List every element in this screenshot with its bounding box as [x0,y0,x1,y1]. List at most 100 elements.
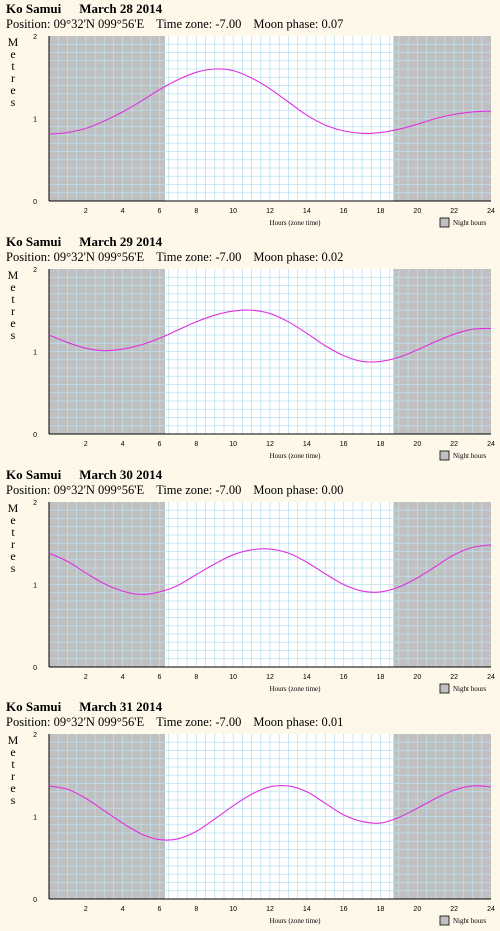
tide-data-point [288,101,289,102]
tide-data-point [417,577,418,578]
tide-data-point [140,594,141,595]
x-tick-label: 16 [340,674,348,681]
tide-data-point [343,814,344,815]
tide-data-point [67,561,68,562]
tide-data-point [177,329,178,330]
y-tick-label: 1 [33,117,37,124]
tide-data-point [435,341,436,342]
x-tick-label: 12 [266,674,274,681]
legend-swatch [439,450,450,461]
x-tick-label: 16 [340,208,348,215]
tide-data-point [454,554,455,555]
tide-data-point [251,794,252,795]
legend-label: Night hours [453,219,487,227]
tide-data-point [454,334,455,335]
tide-data-point [85,348,86,349]
tide-data-point [417,124,418,125]
tide-data-point [472,111,473,112]
x-tick-label: 14 [303,906,311,913]
panel-title: Ko Samui March 30 2014 [6,467,162,483]
tide-data-point [472,785,473,786]
tide-data-point [325,345,326,346]
tide-data-point [454,790,455,791]
x-tick-label: 4 [121,208,125,215]
x-tick-label: 2 [84,906,88,913]
tide-data-point [306,333,307,334]
tide-data-point [343,130,344,131]
x-tick-label: 6 [158,674,162,681]
tide-data-point [288,785,289,786]
tide-data-point [472,329,473,330]
tide-data-point [177,838,178,839]
date-label: March 31 2014 [79,699,163,714]
moon-phase-label: Moon phase: 0.01 [253,715,344,729]
y-tick-label: 2 [33,500,37,507]
x-tick-label: 14 [303,441,311,448]
tide-data-point [306,791,307,792]
tide-data-point [417,808,418,809]
y-tick-label: 0 [33,897,37,904]
tide-data-point [159,839,160,840]
tide-data-point [398,817,399,818]
x-tick-label: 14 [303,674,311,681]
tide-data-point [306,562,307,563]
tide-data-point [435,798,436,799]
x-tick-label: 8 [194,208,198,215]
x-tick-label: 6 [158,208,162,215]
x-tick-label: 18 [377,906,385,913]
location-name: Ko Samui [6,234,62,249]
tide-data-point [288,321,289,322]
grid-lines [49,269,491,434]
location-name: Ko Samui [6,1,62,16]
tide-data-point [48,334,49,335]
tide-data-point [85,128,86,129]
date-label: March 28 2014 [79,1,163,16]
tide-data-point [122,823,123,824]
tide-data-point [214,315,215,316]
x-tick-label: 14 [303,208,311,215]
tide-data-point [196,574,197,575]
y-tick-label: 2 [33,34,37,41]
tide-data-point [85,572,86,573]
station-info: Position: 09°32'N 099°56'E Time zone: -7.… [6,17,355,32]
x-tick-label: 24 [487,906,495,913]
x-tick-label: 8 [194,441,198,448]
tide-data-point [380,132,381,133]
tide-height-curve [48,309,492,363]
tide-data-point [325,803,326,804]
tide-data-point [196,72,197,73]
tide-data-point [251,549,252,550]
x-tick-label: 24 [487,208,495,215]
x-tick-label: 2 [84,674,88,681]
x-tick-label: 16 [340,906,348,913]
tide-height-curve [48,784,492,841]
y-tick-label: 0 [33,665,37,672]
tide-data-point [269,548,270,549]
x-tick-label: 2 [84,441,88,448]
tide-panel: Ko Samui March 31 2014 Position: 09°32'N 0… [0,698,500,930]
tide-data-point [490,786,491,787]
location-name: Ko Samui [6,699,62,714]
x-tick-label: 10 [229,208,237,215]
grid-lines [49,502,491,667]
tide-data-point [159,591,160,592]
legend-swatch [439,915,450,926]
legend-label: Night hours [453,685,487,693]
tide-data-point [233,310,234,311]
x-axis-label: Hours (zone time) [270,685,322,693]
x-tick-label: 20 [413,674,421,681]
x-tick-label: 4 [121,906,125,913]
x-tick-label: 8 [194,674,198,681]
legend-swatch [439,683,450,694]
tide-data-point [343,355,344,356]
x-tick-label: 24 [487,674,495,681]
x-tick-label: 10 [229,674,237,681]
grid-lines [49,36,491,201]
tide-data-point [48,553,49,554]
tide-data-point [325,125,326,126]
x-tick-label: 24 [487,441,495,448]
tide-data-point [269,786,270,787]
